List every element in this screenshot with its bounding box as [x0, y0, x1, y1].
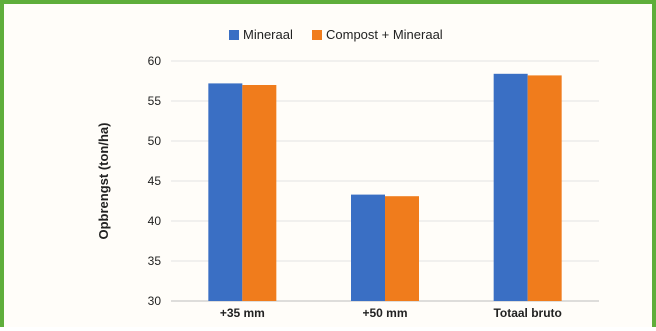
legend: Mineraal Compost + Mineraal: [229, 27, 443, 42]
bar-compost-mineraal-3: [527, 75, 562, 302]
y-tick-label: 30: [148, 294, 162, 308]
bar-mineraal-3: [493, 73, 528, 301]
x-category-label: Totaal bruto: [493, 306, 561, 320]
y-tick-label: 55: [148, 94, 162, 108]
bar-mineraal-2: [351, 194, 385, 301]
x-category-label: +50 mm: [362, 306, 407, 320]
y-axis-title: Opbrengst (ton/ha): [96, 123, 111, 240]
legend-swatch: [229, 30, 239, 40]
bars: [208, 73, 562, 302]
legend-swatch: [312, 30, 322, 40]
bar-mineraal-1: [208, 83, 243, 302]
y-tick-label: 50: [148, 134, 162, 148]
bar-compost-mineraal-2: [385, 196, 419, 301]
y-tick-label: 60: [148, 54, 162, 68]
y-tick-label: 45: [148, 174, 162, 188]
x-axis-categories: +35 mm +50 mm Totaal bruto: [220, 306, 562, 320]
y-tick-label: 40: [148, 214, 162, 228]
y-axis-ticks: 30 35 40 45 50 55 60: [148, 54, 162, 308]
legend-entry: Compost + Mineraal: [326, 27, 443, 42]
bar-compost-mineraal-1: [242, 85, 277, 301]
x-category-label: +35 mm: [220, 306, 265, 320]
y-tick-label: 35: [148, 254, 162, 268]
legend-entry: Mineraal: [243, 27, 293, 42]
